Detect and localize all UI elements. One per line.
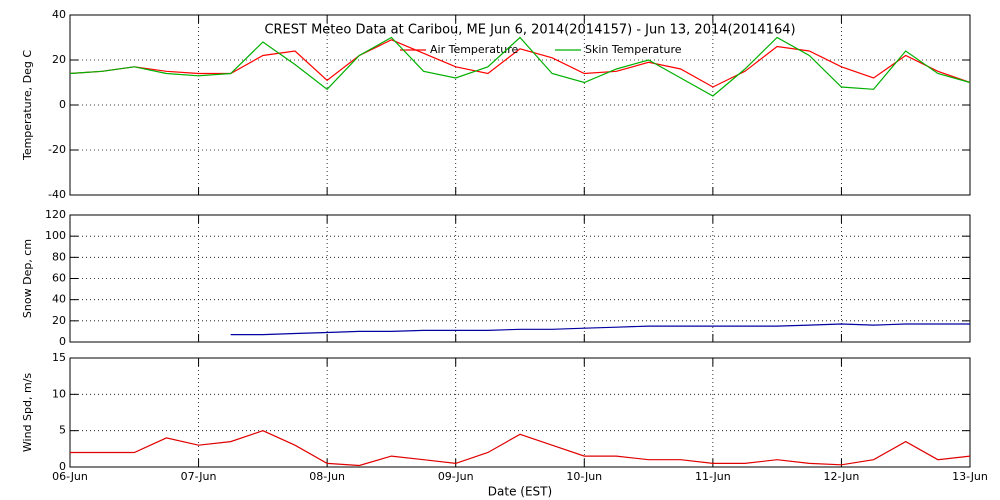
plot-frame — [69, 14, 971, 196]
y-axis-label: Wind Spd, m/s — [21, 373, 34, 453]
data-line — [69, 39, 971, 88]
x-tick-label: 06-Jun — [52, 470, 88, 483]
y-tick-label: 0 — [59, 98, 66, 111]
x-axis-label: Date (EST) — [488, 485, 552, 499]
legend-label: Air Temperature — [430, 43, 519, 56]
y-tick-label: 40 — [52, 293, 66, 306]
x-tick-label: 10-Jun — [566, 470, 602, 483]
y-tick-label: 120 — [45, 208, 66, 221]
x-tick-label: 07-Jun — [181, 470, 217, 483]
y-tick-label: 10 — [52, 387, 66, 400]
y-tick-label: 20 — [52, 53, 66, 66]
x-tick-label: 12-Jun — [824, 470, 860, 483]
plot-frame — [69, 357, 971, 468]
x-tick-label: 11-Jun — [695, 470, 731, 483]
plot-frame — [69, 214, 971, 343]
x-tick-label: 08-Jun — [309, 470, 345, 483]
y-tick-label: -40 — [48, 188, 66, 201]
y-axis-label: Snow Dep, cm — [21, 239, 34, 318]
y-tick-label: 0 — [59, 335, 66, 348]
legend-label: Skin Temperature — [585, 43, 682, 56]
y-tick-label: 40 — [52, 8, 66, 21]
y-axis-label: Temperature, Deg C — [21, 50, 34, 161]
y-tick-label: 80 — [52, 250, 66, 263]
y-tick-label: 20 — [52, 314, 66, 327]
chart-title: CREST Meteo Data at Caribou, ME Jun 6, 2… — [264, 23, 795, 38]
x-tick-label: 13-Jun — [952, 470, 988, 483]
x-tick-label: 09-Jun — [438, 470, 474, 483]
y-tick-label: -20 — [48, 143, 66, 156]
data-line — [69, 36, 971, 97]
y-tick-label: 5 — [59, 424, 66, 437]
data-line — [70, 430, 971, 467]
y-tick-label: 100 — [45, 229, 66, 242]
y-tick-label: 60 — [52, 272, 66, 285]
y-tick-label: 0 — [59, 460, 66, 473]
y-tick-label: 15 — [52, 351, 66, 364]
data-line — [230, 323, 970, 336]
